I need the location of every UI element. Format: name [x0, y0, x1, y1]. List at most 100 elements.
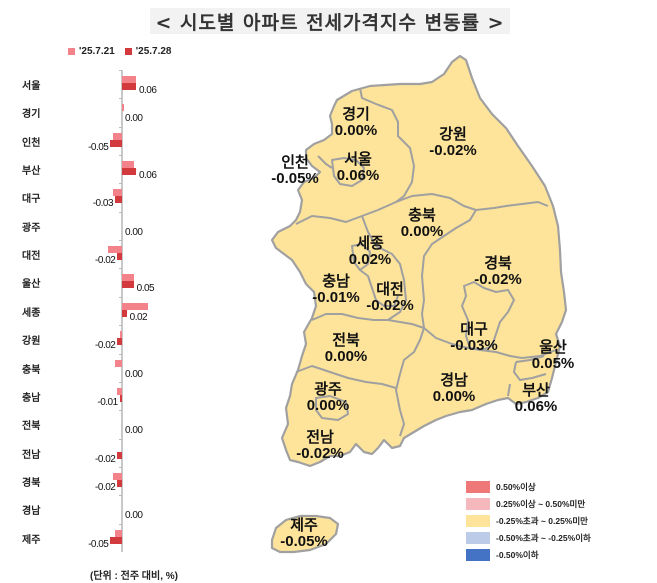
chart-row: 전남 -0.02: [0, 438, 200, 467]
chart-row-label: 광주: [22, 222, 41, 234]
chart-row-label: 대전: [22, 251, 41, 263]
legend-swatch-curr: [124, 48, 132, 55]
chart-row: 충북 0.00: [0, 353, 200, 382]
chart-row: 경기 0.00: [0, 98, 200, 126]
map-region-gyeongbuk: 경북 -0.02%: [474, 255, 522, 288]
map-region-chungbuk: 충북 0.00%: [400, 207, 444, 240]
bar-curr-week: [117, 253, 122, 261]
legend-item-curr-week: '25.7.28: [124, 46, 172, 57]
bar-curr-week: [117, 451, 122, 459]
chart-row: 서울 0.06: [0, 70, 200, 98]
map-region-chungnam: 충남 -0.01%: [312, 273, 360, 306]
bar-curr-week: [122, 168, 136, 176]
chart-row: 경남 0.00: [0, 495, 200, 523]
chart-data-label: -0.03: [92, 198, 114, 210]
map-region-incheon: 인천 -0.05%: [271, 154, 319, 187]
bar-prev-week: [117, 387, 122, 395]
chart-data-label: -0.05: [88, 538, 109, 550]
map-legend-label: -0.50%초과 ~ -0.25%이하: [496, 532, 591, 543]
chart-row: 대구 -0.03: [0, 183, 200, 211]
bar-curr-week: [122, 309, 127, 317]
chart-row-label: 인천: [22, 137, 41, 149]
unit-note: (단위 : 전주 대비, %): [90, 571, 178, 582]
bar-curr-week: [122, 281, 134, 289]
chart-legend: '25.7.21 '25.7.28: [68, 46, 172, 57]
map-legend-swatch: [466, 480, 490, 493]
bar-prev-week: [112, 472, 122, 480]
map-region-busan: 부산 0.06%: [514, 382, 558, 415]
bar-prev-week: [115, 359, 122, 367]
bar-curr-week: [110, 536, 122, 544]
map-region-gwangju: 광주 0.00%: [306, 381, 350, 414]
axis-tick: [119, 353, 122, 355]
chart-row: 인천 -0.05: [0, 126, 200, 155]
chart-row: 세종 0.02: [0, 296, 200, 325]
chart-data-label: 0.00: [125, 510, 143, 522]
chart-data-label: 0.00: [125, 425, 143, 437]
chart-row-label: 서울: [22, 81, 41, 92]
chart-row: 부산 0.06: [0, 155, 200, 183]
map-legend-swatch: [466, 531, 490, 544]
chart-row: 광주 0.00: [0, 211, 200, 240]
bar-curr-week: [117, 479, 122, 487]
map-legend-row: -0.25%초과 ~ 0.25%미만: [466, 512, 591, 529]
chart-data-label: 0.06: [138, 85, 157, 96]
axis-tick: [119, 268, 122, 270]
legend-label-curr: '25.7.28: [135, 46, 172, 57]
bar-curr-week: [122, 83, 136, 90]
axis-tick: [119, 523, 122, 525]
chart-row: 경북 -0.02: [0, 466, 200, 495]
bar-prev-week: [112, 132, 122, 140]
chart-data-label: 0.00: [125, 226, 143, 238]
chart-row: 충남 -0.01: [0, 381, 200, 410]
map-legend-row: 0.50%이상: [466, 478, 591, 495]
map-legend: 0.50%이상 0.25%이상 ~ 0.50%미만 -0.25%초과 ~ 0.25%…: [466, 478, 591, 563]
chart-data-label: 0.00: [125, 368, 143, 380]
chart-data-label: -0.02: [95, 340, 116, 352]
axis-tick: [119, 495, 122, 497]
bar-prev-week: [119, 331, 122, 339]
bar-chart: 서울 0.06 경기 0.00 인천 -0.05 부산 0.06 대구 -0.03 광주 0.00 대전…: [0, 70, 200, 560]
map-region-jeonnam: 전남 -0.02%: [296, 429, 344, 462]
map-legend-label: 0.25%이상 ~ 0.50%미만: [496, 498, 586, 509]
map-region-jeju: 제주 -0.05%: [280, 517, 328, 550]
chart-row-label: 강원: [22, 336, 41, 348]
chart-data-label: -0.01: [97, 396, 118, 408]
axis-tick: [119, 381, 122, 383]
bar-prev-week: [122, 274, 134, 282]
axis-tick: [119, 438, 122, 440]
bar-curr-week: [110, 139, 122, 147]
axis-tick: [119, 70, 122, 71]
axis-tick: [119, 296, 122, 298]
chart-data-label: -0.02: [95, 481, 116, 493]
bar-prev-week: [115, 529, 122, 537]
chart-data-label: -0.02: [95, 255, 116, 267]
chart-data-label: 0.05: [136, 283, 155, 295]
axis-tick: [119, 211, 122, 213]
bar-prev-week: [122, 104, 125, 112]
page-title: < 시도별 아파트 전세가격지수 변동률 >: [150, 8, 510, 34]
legend-swatch-prev: [68, 48, 75, 55]
axis-tick: [119, 155, 122, 157]
map-legend-label: 0.50%이상: [496, 481, 536, 492]
axis-tick: [119, 126, 122, 128]
bar-curr-week: [115, 196, 122, 204]
chart-row-label: 울산: [22, 279, 41, 291]
map-region-sejong: 세종 0.02%: [348, 235, 392, 268]
axis-tick: [119, 98, 122, 100]
jeju-outline: [270, 514, 340, 554]
legend-label-prev: '25.7.21: [79, 46, 115, 57]
map-legend-swatch: [466, 514, 490, 527]
map-legend-label: -0.50%이하: [496, 549, 539, 560]
chart-row-label: 경기: [22, 109, 41, 121]
map-legend-swatch: [466, 548, 490, 561]
chart-row-label: 경남: [22, 506, 41, 518]
bar-prev-week: [108, 246, 122, 254]
chart-row: 제주 -0.05: [0, 523, 200, 552]
chart-data-label: 0.00: [125, 113, 143, 125]
map-region-gangwon: 강원 -0.02%: [429, 126, 477, 159]
map-region-gyeongnam: 경남 0.00%: [432, 372, 476, 405]
bar-curr-week: [119, 394, 122, 402]
map-region-jeonbuk: 전북 0.00%: [324, 332, 368, 365]
